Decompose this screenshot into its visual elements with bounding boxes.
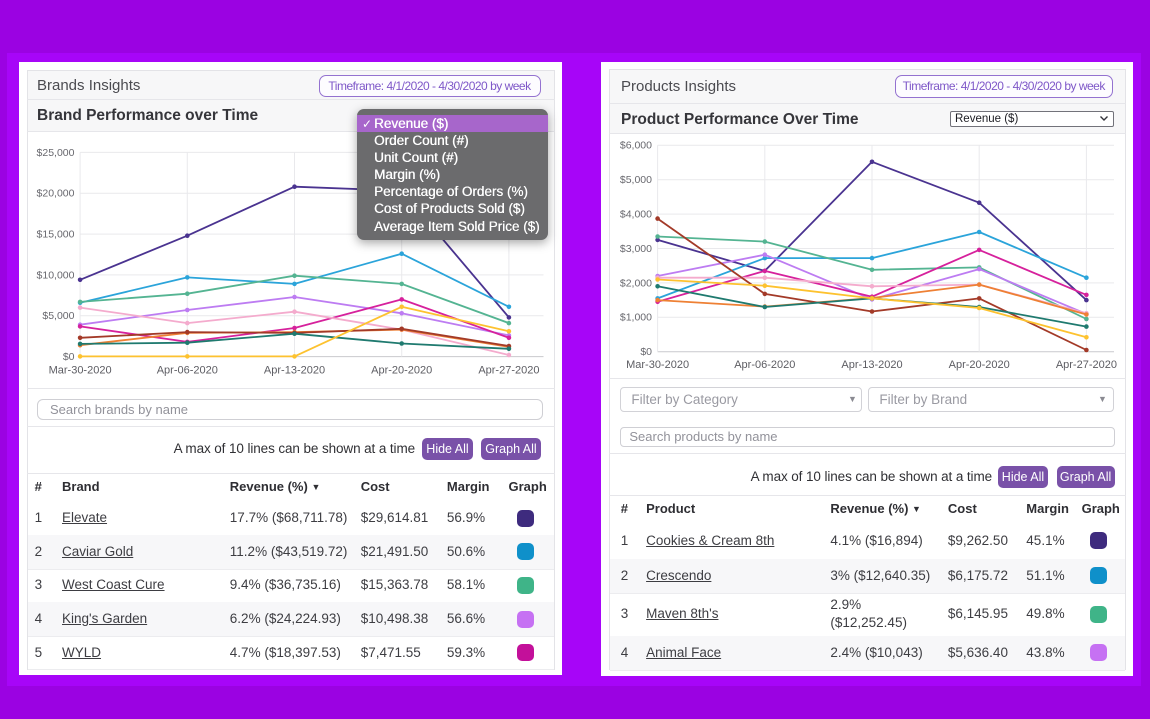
svg-text:Apr-20-2020: Apr-20-2020 bbox=[949, 359, 1010, 371]
svg-text:Apr-27-2020: Apr-27-2020 bbox=[478, 364, 539, 376]
svg-text:$20,000: $20,000 bbox=[36, 188, 74, 200]
svg-text:$1,000: $1,000 bbox=[620, 312, 652, 324]
svg-text:$2,000: $2,000 bbox=[620, 277, 652, 289]
svg-text:$0: $0 bbox=[62, 351, 74, 363]
svg-text:$25,000: $25,000 bbox=[36, 147, 74, 159]
svg-text:$10,000: $10,000 bbox=[36, 269, 74, 281]
svg-text:$5,000: $5,000 bbox=[620, 174, 652, 186]
svg-text:Apr-27-2020: Apr-27-2020 bbox=[1056, 359, 1117, 371]
svg-text:Apr-13-2020: Apr-13-2020 bbox=[841, 359, 902, 371]
svg-text:Mar-30-2020: Mar-30-2020 bbox=[48, 364, 111, 376]
svg-text:$5,000: $5,000 bbox=[42, 310, 74, 322]
svg-text:Apr-06-2020: Apr-06-2020 bbox=[156, 364, 217, 376]
svg-text:Apr-06-2020: Apr-06-2020 bbox=[734, 359, 795, 371]
svg-text:Apr-13-2020: Apr-13-2020 bbox=[263, 364, 324, 376]
svg-text:$6,000: $6,000 bbox=[620, 140, 652, 152]
svg-text:$0: $0 bbox=[640, 346, 652, 358]
svg-text:Apr-20-2020: Apr-20-2020 bbox=[371, 364, 432, 376]
svg-text:Mar-30-2020: Mar-30-2020 bbox=[626, 359, 689, 371]
svg-text:$3,000: $3,000 bbox=[620, 243, 652, 255]
svg-text:$4,000: $4,000 bbox=[620, 209, 652, 221]
svg-text:$15,000: $15,000 bbox=[36, 229, 74, 241]
